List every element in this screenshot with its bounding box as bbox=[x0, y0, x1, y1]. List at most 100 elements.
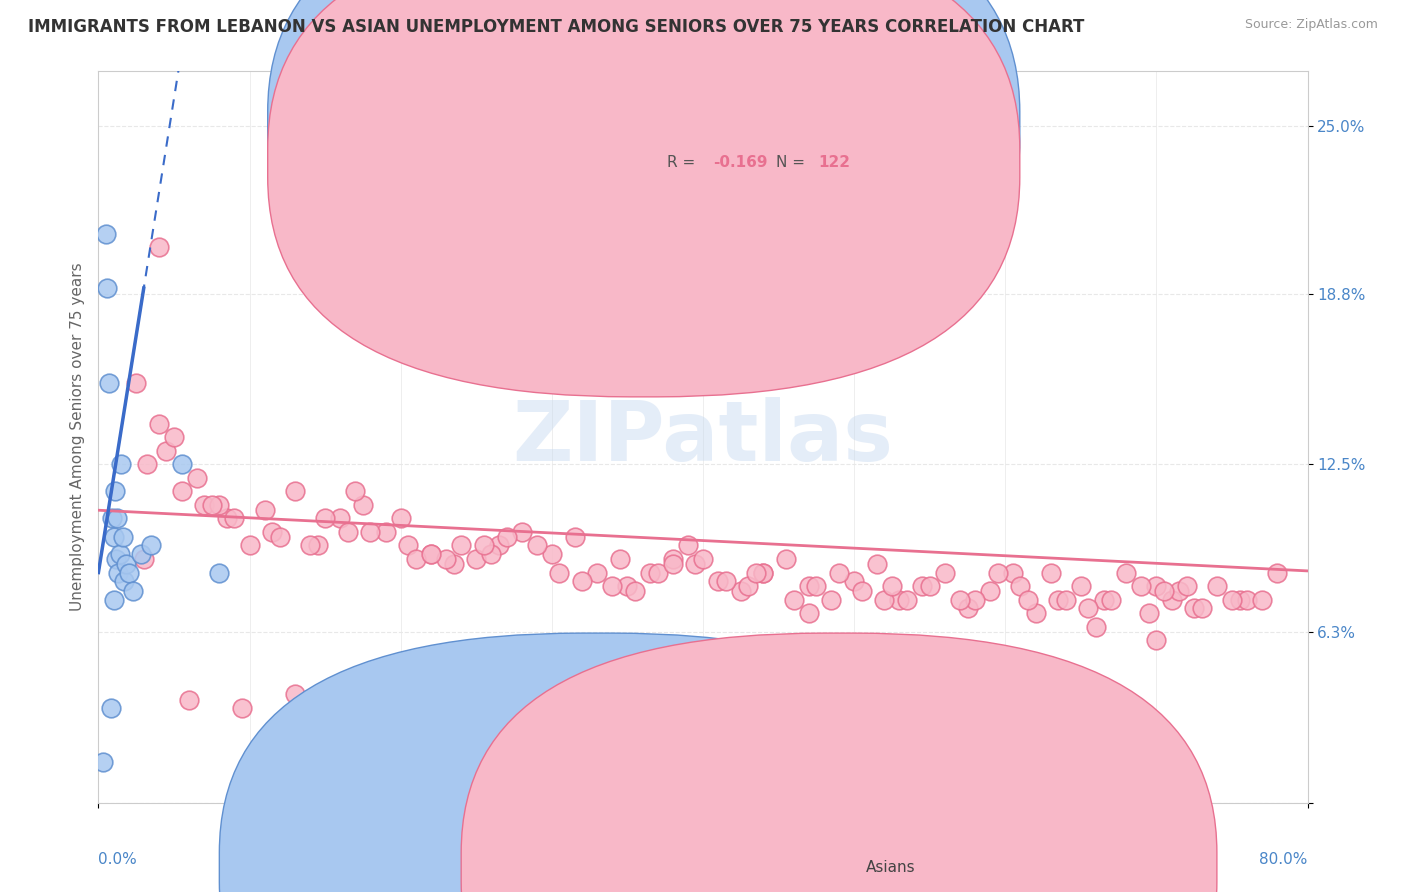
Point bbox=[526, 538, 548, 552]
FancyBboxPatch shape bbox=[461, 633, 1218, 892]
Point bbox=[186, 471, 208, 485]
Point bbox=[193, 498, 215, 512]
Point bbox=[602, 579, 624, 593]
Point bbox=[262, 524, 284, 539]
Point bbox=[851, 584, 873, 599]
Point bbox=[1251, 592, 1274, 607]
Point bbox=[443, 558, 465, 572]
Text: 23: 23 bbox=[803, 119, 825, 134]
Point bbox=[1160, 592, 1182, 607]
Point bbox=[374, 524, 396, 539]
Point bbox=[179, 693, 201, 707]
Point bbox=[108, 547, 131, 561]
Point bbox=[98, 376, 121, 390]
Point bbox=[481, 547, 503, 561]
Point bbox=[1229, 592, 1251, 607]
Point bbox=[987, 566, 1010, 580]
Point bbox=[141, 538, 163, 552]
Point bbox=[737, 579, 759, 593]
Point bbox=[510, 524, 533, 539]
Text: Source: ZipAtlas.com: Source: ZipAtlas.com bbox=[1244, 18, 1378, 31]
Point bbox=[1191, 600, 1213, 615]
Point bbox=[420, 547, 443, 561]
Point bbox=[714, 574, 737, 588]
Point bbox=[1267, 566, 1289, 580]
Point bbox=[396, 538, 419, 552]
Text: IMMIGRANTS FROM LEBANON VS ASIAN UNEMPLOYMENT AMONG SENIORS OVER 75 YEARS CORREL: IMMIGRANTS FROM LEBANON VS ASIAN UNEMPLO… bbox=[28, 18, 1084, 36]
Point bbox=[783, 592, 806, 607]
Point bbox=[125, 376, 148, 390]
Point bbox=[488, 538, 510, 552]
Point bbox=[208, 498, 231, 512]
Text: 80.0%: 80.0% bbox=[1260, 852, 1308, 866]
Point bbox=[104, 484, 127, 499]
Point bbox=[1010, 579, 1032, 593]
Point bbox=[866, 558, 889, 572]
Point bbox=[624, 584, 647, 599]
Point bbox=[1146, 633, 1168, 648]
Y-axis label: Unemployment Among Seniors over 75 years: Unemployment Among Seniors over 75 years bbox=[69, 263, 84, 611]
Point bbox=[548, 566, 571, 580]
Point bbox=[934, 566, 956, 580]
Text: R =: R = bbox=[666, 155, 700, 170]
Point bbox=[540, 547, 562, 561]
Point bbox=[224, 511, 246, 525]
Point bbox=[1054, 592, 1077, 607]
Point bbox=[1168, 584, 1191, 599]
Point bbox=[111, 530, 134, 544]
Point bbox=[1206, 579, 1229, 593]
Point bbox=[1220, 592, 1243, 607]
Point bbox=[1137, 606, 1160, 620]
Point bbox=[336, 524, 359, 539]
Point bbox=[434, 552, 457, 566]
Point bbox=[1070, 579, 1092, 593]
Point bbox=[896, 592, 918, 607]
Point bbox=[510, 647, 533, 661]
Point bbox=[201, 498, 224, 512]
Point bbox=[420, 547, 443, 561]
Point bbox=[616, 579, 638, 593]
Point bbox=[692, 552, 714, 566]
Point bbox=[661, 558, 683, 572]
Point bbox=[314, 511, 336, 525]
Point bbox=[389, 511, 412, 525]
Point bbox=[564, 530, 586, 544]
Point bbox=[745, 566, 768, 580]
Point bbox=[155, 443, 177, 458]
Point bbox=[1001, 566, 1024, 580]
FancyBboxPatch shape bbox=[219, 633, 976, 892]
Point bbox=[163, 430, 186, 444]
Point bbox=[100, 701, 122, 715]
Point bbox=[170, 457, 193, 471]
Point bbox=[1047, 592, 1070, 607]
Point bbox=[208, 566, 231, 580]
Point bbox=[132, 552, 155, 566]
Point bbox=[103, 530, 125, 544]
Point bbox=[797, 606, 820, 620]
Point bbox=[107, 566, 129, 580]
Point bbox=[239, 538, 262, 552]
Point bbox=[299, 538, 322, 552]
Point bbox=[284, 484, 307, 499]
Point bbox=[752, 566, 775, 580]
Point bbox=[1182, 600, 1205, 615]
Point bbox=[1236, 592, 1258, 607]
Point bbox=[104, 552, 127, 566]
Point bbox=[253, 503, 276, 517]
Point bbox=[231, 701, 253, 715]
Point bbox=[103, 592, 125, 607]
Point bbox=[118, 566, 141, 580]
Text: Immigrants from Lebanon: Immigrants from Lebanon bbox=[624, 860, 823, 875]
Point bbox=[1085, 620, 1108, 634]
Point bbox=[609, 552, 631, 566]
Point bbox=[148, 417, 170, 431]
Point bbox=[775, 552, 797, 566]
Point bbox=[352, 498, 374, 512]
Point bbox=[329, 511, 352, 525]
Point bbox=[94, 227, 117, 241]
Point bbox=[284, 688, 307, 702]
Point bbox=[752, 566, 775, 580]
Point bbox=[148, 240, 170, 254]
Point bbox=[707, 574, 730, 588]
FancyBboxPatch shape bbox=[613, 108, 903, 195]
